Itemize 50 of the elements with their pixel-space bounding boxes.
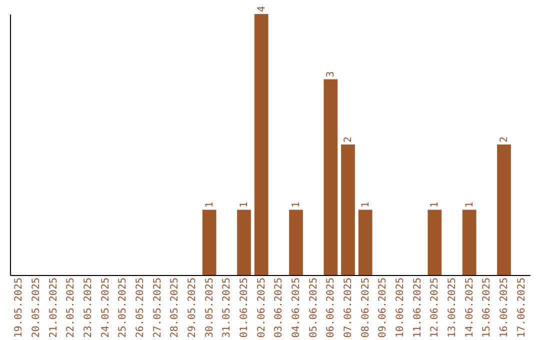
bar (289, 210, 303, 275)
x-tick-label: 16.06.2025 (499, 278, 510, 338)
x-tick-label: 20.05.2025 (31, 278, 42, 338)
data-label: 1 (291, 202, 302, 208)
x-tick-label: 31.05.2025 (222, 278, 233, 338)
data-label: 1 (360, 202, 372, 208)
x-tick-label: 15.06.2025 (482, 278, 493, 338)
bar (324, 79, 338, 275)
bar (428, 210, 442, 275)
x-tick-label: 13.06.2025 (447, 278, 458, 338)
data-label: 2 (343, 136, 354, 142)
bar (497, 144, 511, 275)
data-label: 1 (464, 202, 476, 208)
bar (358, 210, 372, 275)
x-tick-label: 29.05.2025 (187, 278, 198, 338)
x-tick-label: 17.06.2025 (516, 278, 528, 338)
x-tick-label: 04.06.2025 (291, 278, 302, 338)
x-tick-label: 25.05.2025 (118, 278, 129, 338)
data-label: 1 (430, 202, 441, 208)
data-label: 4 (256, 6, 268, 12)
bar (462, 210, 476, 275)
data-label: 2 (499, 136, 510, 142)
x-tick-label: 30.05.2025 (204, 278, 216, 338)
data-label: 1 (239, 202, 250, 208)
x-tick-label: 19.05.2025 (14, 278, 25, 338)
x-tick-label: 01.06.2025 (239, 278, 250, 338)
x-tick-label: 05.06.2025 (308, 278, 320, 338)
bar (202, 210, 216, 275)
x-tick-label: 14.06.2025 (464, 278, 476, 338)
x-tick-label: 12.06.2025 (430, 278, 441, 338)
x-tick-label: 08.06.2025 (360, 278, 372, 338)
data-label: 1 (204, 202, 216, 208)
x-tick-label: 28.05.2025 (170, 278, 181, 338)
x-tick-label: 21.05.2025 (48, 278, 60, 338)
data-label: 3 (326, 71, 337, 78)
x-tick-label: 03.06.2025 (274, 278, 285, 338)
x-tick-label: 11.06.2025 (412, 278, 424, 338)
bar (341, 144, 355, 275)
x-tick-label: 23.05.2025 (83, 278, 94, 338)
x-tick-label: 22.05.2025 (66, 278, 77, 338)
x-tick-label: 24.05.2025 (100, 278, 112, 338)
x-tick-label: 26.05.2025 (135, 278, 146, 338)
x-tick-label: 09.06.2025 (378, 278, 389, 338)
bar (254, 14, 268, 275)
x-tick-label: 02.06.2025 (256, 278, 268, 338)
bar (237, 210, 251, 275)
x-tick-label: 10.06.2025 (395, 278, 406, 338)
x-tick-label: 06.06.2025 (326, 278, 337, 338)
x-tick-label: 07.06.2025 (343, 278, 354, 338)
x-tick-label: 27.05.2025 (152, 278, 164, 338)
